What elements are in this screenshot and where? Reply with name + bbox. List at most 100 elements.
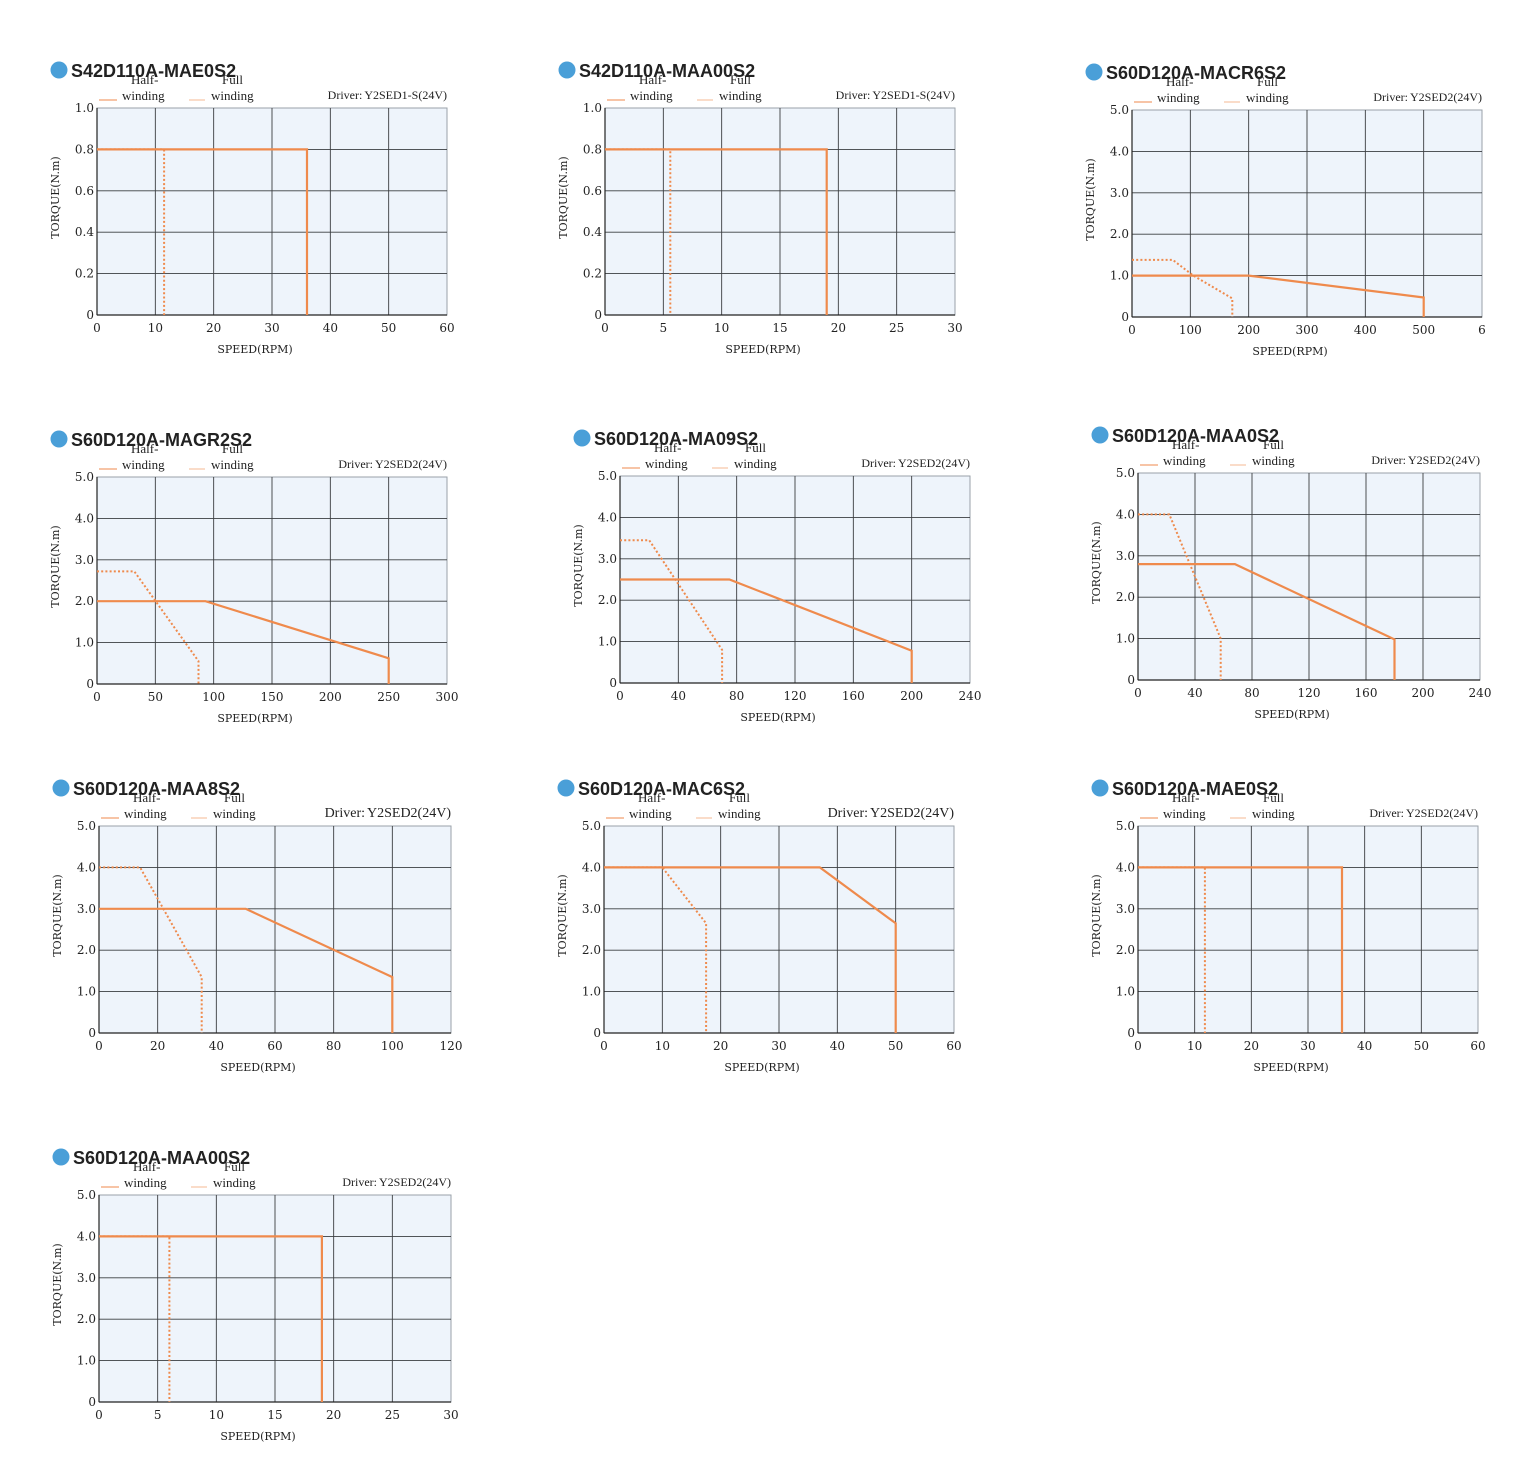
driver-label: Driver: Y2SED2(24V) bbox=[338, 457, 447, 471]
legend-full-label-1: Full bbox=[1257, 74, 1278, 89]
driver-prefix: Driver: bbox=[828, 806, 868, 821]
half-winding-curve bbox=[99, 1235, 171, 1402]
half-winding-curve bbox=[1132, 258, 1234, 317]
y-tick-label: 4.0 bbox=[1116, 507, 1135, 521]
x-tick-label: 80 bbox=[729, 689, 744, 703]
driver-prefix: Driver: bbox=[338, 457, 373, 471]
y-tick-label: 5.0 bbox=[75, 470, 94, 484]
legend-half-label-1: Half- bbox=[1166, 74, 1193, 89]
title-bullet-icon bbox=[1091, 426, 1109, 444]
x-tick-label: 40 bbox=[1187, 686, 1202, 700]
legend-full-label-2: winding bbox=[1252, 453, 1295, 468]
chart-title: S60D120A-MAGR2S2 bbox=[71, 430, 252, 450]
y-tick-label: 1.0 bbox=[75, 636, 94, 650]
y-tick-label: 5.0 bbox=[1110, 103, 1129, 117]
x-tick-label: 20 bbox=[713, 1039, 728, 1053]
driver-label: Driver: Y2SED1-S(24V) bbox=[836, 88, 955, 102]
x-tick-label: 50 bbox=[888, 1039, 903, 1053]
y-tick-label: 0 bbox=[1127, 1026, 1135, 1040]
legend-full-label-1: Full bbox=[224, 790, 245, 805]
legend-half-label-2: winding bbox=[1157, 90, 1200, 105]
x-tick-label: 40 bbox=[323, 321, 338, 335]
driver-model: Y2SED2(24V) bbox=[1410, 90, 1482, 104]
x-tick-label: 250 bbox=[377, 690, 400, 704]
y-tick-label: 3.0 bbox=[77, 902, 96, 916]
half-winding-curve bbox=[1138, 513, 1222, 680]
x-tick-label: 200 bbox=[1412, 686, 1435, 700]
x-tick-label: 0 bbox=[1128, 323, 1136, 337]
x-tick-label: 10 bbox=[148, 321, 163, 335]
x-tick-label: 300 bbox=[1296, 323, 1319, 337]
x-tick-label: 10 bbox=[1187, 1039, 1202, 1053]
x-tick-label: 25 bbox=[889, 321, 904, 335]
driver-prefix: Driver: bbox=[1371, 453, 1406, 467]
x-tick-label: 0 bbox=[1134, 1039, 1142, 1053]
half-winding-curve bbox=[99, 866, 203, 1033]
x-tick-label: 200 bbox=[900, 689, 923, 703]
y-axis-title: TORQUE(N.m) bbox=[1090, 874, 1103, 956]
driver-model: Y2SED2(24V) bbox=[1408, 453, 1480, 467]
legend-full-label-1: Full bbox=[1263, 790, 1284, 805]
title-bullet-icon bbox=[558, 61, 576, 79]
y-tick-label: 1.0 bbox=[75, 101, 94, 115]
x-tick-label: 120 bbox=[784, 689, 807, 703]
y-tick-label: 5.0 bbox=[582, 819, 601, 833]
y-tick-label: 0 bbox=[1121, 310, 1129, 324]
legend-full-label-2: winding bbox=[211, 457, 254, 472]
y-tick-label: 0 bbox=[88, 1026, 96, 1040]
full-winding-curve bbox=[604, 866, 897, 1033]
chart-title: S60D120A-MAC6S2 bbox=[578, 779, 745, 799]
driver-prefix: Driver: bbox=[342, 1175, 377, 1189]
y-tick-label: 4.0 bbox=[582, 860, 601, 874]
x-tick-label: 6 bbox=[1478, 323, 1486, 337]
legend-half-label-2: winding bbox=[122, 88, 165, 103]
y-tick-label: 5.0 bbox=[598, 469, 617, 483]
y-axis-title: TORQUE(N.m) bbox=[572, 524, 585, 606]
full-winding-curve bbox=[605, 148, 828, 315]
legend-full-label-1: Full bbox=[222, 441, 243, 456]
x-tick-label: 500 bbox=[1412, 323, 1435, 337]
y-tick-label: 3.0 bbox=[598, 552, 617, 566]
y-tick-label: 4.0 bbox=[598, 510, 617, 524]
y-tick-label: 0.8 bbox=[75, 142, 94, 156]
title-bullet-icon bbox=[52, 779, 70, 797]
legend-half-label-1: Half- bbox=[131, 441, 158, 456]
x-axis-title: SPEED(RPM) bbox=[220, 1061, 295, 1074]
x-tick-label: 60 bbox=[946, 1039, 961, 1053]
x-tick-label: 240 bbox=[959, 689, 982, 703]
legend-half-label-2: winding bbox=[124, 806, 167, 821]
y-axis-title: TORQUE(N.m) bbox=[1090, 521, 1103, 603]
y-tick-label: 0 bbox=[609, 676, 617, 690]
y-tick-label: 3.0 bbox=[77, 1271, 96, 1285]
title-bullet-icon bbox=[50, 61, 68, 79]
x-tick-label: 80 bbox=[1244, 686, 1259, 700]
half-winding-curve bbox=[97, 148, 166, 315]
x-tick-label: 120 bbox=[440, 1039, 463, 1053]
y-tick-label: 0 bbox=[86, 677, 94, 691]
legend-half-label-2: winding bbox=[1163, 806, 1206, 821]
full-winding-curve bbox=[97, 600, 390, 684]
x-tick-label: 30 bbox=[264, 321, 279, 335]
x-axis-title: SPEED(RPM) bbox=[1253, 1061, 1328, 1074]
title-bullet-icon bbox=[1091, 779, 1109, 797]
title-bullet-icon bbox=[1085, 63, 1103, 81]
y-tick-label: 2.0 bbox=[598, 593, 617, 607]
driver-label: Driver: Y2SED2(24V) bbox=[1371, 453, 1480, 467]
x-tick-label: 0 bbox=[93, 321, 101, 335]
driver-model: Y2SED2(24V) bbox=[367, 806, 451, 821]
y-tick-label: 1.0 bbox=[582, 985, 601, 999]
x-axis-title: SPEED(RPM) bbox=[725, 343, 800, 356]
x-tick-label: 0 bbox=[600, 1039, 608, 1053]
y-tick-label: 0 bbox=[86, 308, 94, 322]
legend-half-label-2: winding bbox=[630, 88, 673, 103]
driver-prefix: Driver: bbox=[328, 88, 363, 102]
legend-half-label-1: Half- bbox=[133, 790, 160, 805]
y-tick-label: 4.0 bbox=[77, 1229, 96, 1243]
y-tick-label: 4.0 bbox=[77, 860, 96, 874]
title-bullet-icon bbox=[50, 430, 68, 448]
